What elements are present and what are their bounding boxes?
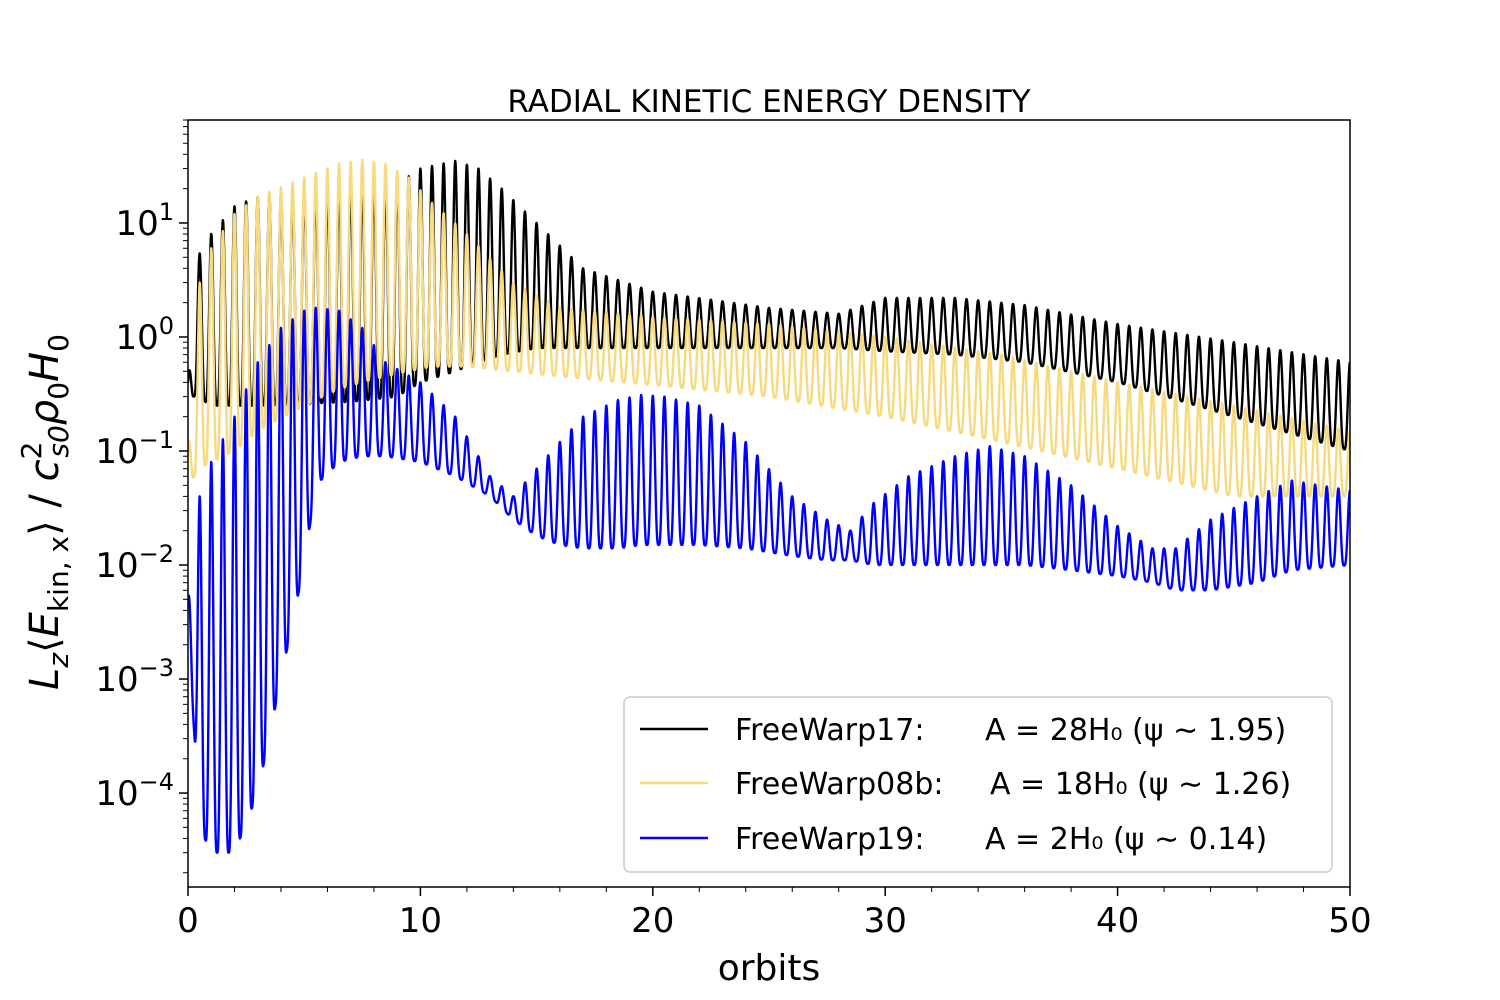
ylabel-rho-sub: 0	[42, 382, 75, 400]
ylabel-h: H	[22, 352, 68, 382]
x-tick-label: 0	[177, 901, 199, 941]
x-axis: 0 10 20 30 40 50	[177, 887, 1372, 941]
ylabel-open: ⟨	[22, 637, 68, 653]
y-tick-label: 10−2	[95, 540, 174, 586]
legend-formula-freewarp08b: A = 18H₀ (ψ ∼ 1.26)	[990, 767, 1291, 802]
ylabel-rho: ρ	[22, 400, 68, 425]
ylabel-close: ⟩ /	[22, 481, 68, 536]
legend-label-freewarp17: FreeWarp17:	[735, 713, 924, 748]
ylabel-e: E	[22, 611, 68, 637]
legend-formula-freewarp19: A = 2H₀ (ψ ∼ 0.14)	[985, 822, 1267, 857]
y-tick-label: 10−4	[95, 768, 174, 814]
y-tick-label: 10−1	[95, 426, 174, 472]
legend-label-freewarp08b: FreeWarp08b:	[735, 767, 944, 802]
x-tick-label: 30	[864, 901, 907, 941]
ylabel-lz: L	[22, 668, 68, 690]
ylabel-h-sub: 0	[42, 334, 75, 352]
y-axis: 10−4 10−3 10−2 10−1 100 101	[95, 119, 188, 874]
y-axis-label: Lz⟨Ekin, x⟩ / c2s0ρ0H0	[15, 334, 75, 690]
plot-frame	[187, 119, 1351, 888]
legend: FreeWarp17: A = 28H₀ (ψ ∼ 1.95) FreeWarp…	[623, 696, 1333, 873]
ylabel-lz-sub: z	[42, 652, 75, 669]
x-axis-label: orbits	[718, 948, 821, 989]
x-tick-label: 20	[631, 901, 674, 941]
legend-label-freewarp19: FreeWarp19:	[735, 822, 924, 857]
y-tick-label: 100	[115, 312, 174, 358]
x-tick-label: 50	[1328, 901, 1371, 941]
ylabel-c: c	[22, 459, 68, 481]
y-tick-label: 10−3	[95, 654, 174, 700]
ylabel-e-sub: kin, x	[42, 536, 75, 612]
legend-box	[623, 696, 1333, 873]
series-line-freewarp08b	[188, 158, 1350, 498]
legend-formula-freewarp17: A = 28H₀ (ψ ∼ 1.95)	[985, 713, 1286, 748]
series-group	[188, 158, 1350, 854]
chart-title: RADIAL KINETIC ENERGY DENSITY	[507, 84, 1030, 120]
y-tick-label: 101	[115, 198, 174, 244]
x-tick-label: 40	[1096, 901, 1139, 941]
ylabel-c-sub: s0	[42, 425, 75, 457]
ylabel-c-sup: 2	[15, 442, 48, 460]
series-line-freewarp19	[188, 306, 1350, 854]
x-tick-label: 10	[399, 901, 442, 941]
